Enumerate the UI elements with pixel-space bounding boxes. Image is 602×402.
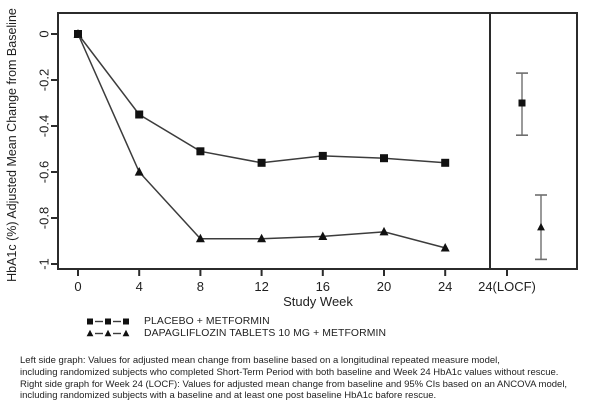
marker-triangle <box>318 231 328 240</box>
marker-triangle <box>379 226 389 236</box>
y-tick-label: -0.2 <box>37 69 52 91</box>
marker-triangle <box>257 233 267 243</box>
marker-triangle <box>104 329 112 337</box>
marker-triangle <box>537 222 545 231</box>
footnotes: Left side graph: Values for adjusted mea… <box>20 355 598 402</box>
footnote-line-3: Right side graph for Week 24 (LOCF): Val… <box>20 378 568 390</box>
line-chart: 0 -0.2 -0.4 -0.6 -0.8 -1 0 4 8 12 16 20 24 24(LOCF) <box>37 12 578 294</box>
marker-square <box>87 318 93 325</box>
y-tick-label: -1 <box>37 258 52 270</box>
x-axis-title: Study Week <box>283 294 353 309</box>
series-line-triangle <box>77 33 446 249</box>
marker-square <box>318 151 327 160</box>
marker-square <box>123 318 129 325</box>
marker-triangle <box>122 329 130 337</box>
plot-border <box>57 12 578 270</box>
footnote-line-1: Left side graph: Values for adjusted mea… <box>20 355 500 366</box>
legend-label-dapagliflozin: DAPAGLIFLOZIN TABLETS 10 MG + METFORMIN <box>144 328 387 339</box>
y-axis-title: HbA1c (%) Adjusted Mean Change from Base… <box>5 8 19 282</box>
marker-square <box>441 158 450 167</box>
marker-square <box>196 147 205 156</box>
marker-square <box>257 158 266 167</box>
marker-triangle <box>440 242 450 252</box>
x-tick-label: 12 <box>254 279 268 294</box>
legend-marker-triangle-line-icon <box>86 329 130 337</box>
legend: PLACEBO + METFORMIN DAPAGLIFLOZIN TABLET… <box>85 316 386 339</box>
x-tick-label: 24 <box>438 279 452 294</box>
y-tick-label: 0 <box>37 30 52 37</box>
y-tick-label: -0.4 <box>37 115 52 137</box>
legend-label-placebo: PLACEBO + METFORMIN <box>144 316 270 327</box>
marker-square <box>135 110 144 119</box>
x-tick-label-locf: 24(LOCF) <box>478 279 536 294</box>
marker-square <box>518 99 526 107</box>
x-tick-label: 0 <box>74 279 81 294</box>
marker-square <box>380 154 388 163</box>
marker-triangle <box>86 329 94 337</box>
y-tick-label: -0.8 <box>37 207 52 229</box>
x-tick-label: 8 <box>197 279 204 294</box>
footnote-line-2: including randomized subjects who comple… <box>20 366 559 378</box>
x-tick-label: 20 <box>377 279 391 294</box>
marker-triangle <box>134 167 144 176</box>
series-line-square <box>77 33 446 164</box>
marker-square <box>105 318 111 325</box>
footnote-line-4: including randomized subjects with a bas… <box>20 390 437 402</box>
y-tick-label: -0.6 <box>37 161 52 183</box>
legend-item-placebo: PLACEBO + METFORMIN <box>85 316 386 327</box>
x-tick-label: 16 <box>316 279 330 294</box>
legend-marker-square-line-icon <box>87 318 129 325</box>
legend-item-dapagliflozin: DAPAGLIFLOZIN TABLETS 10 MG + METFORMIN <box>85 328 386 339</box>
marker-triangle <box>195 233 205 243</box>
marker-triangle <box>73 29 83 38</box>
x-tick-label: 4 <box>136 279 143 294</box>
